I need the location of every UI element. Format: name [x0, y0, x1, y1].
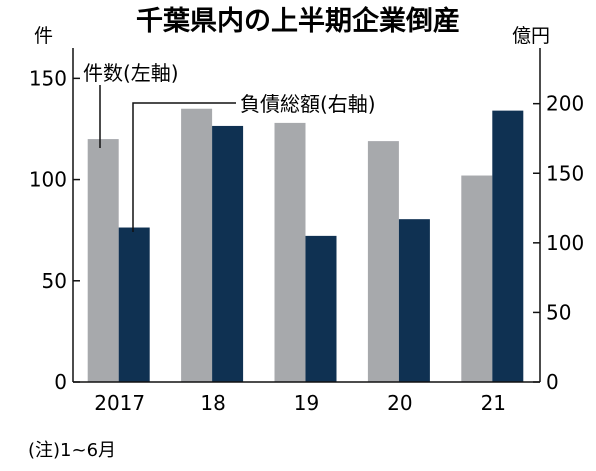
y-right-tick-label: 200	[546, 92, 584, 116]
footnote: (注)1~6月	[28, 440, 116, 461]
x-tick-label: 2017	[94, 391, 145, 415]
x-tick-label: 20	[387, 391, 412, 415]
legend-debt-label: 負債総額(右軸)	[240, 92, 376, 116]
bar-debt-19	[305, 235, 337, 382]
bar-debt-18	[212, 125, 244, 382]
y-right-tick-label: 150	[546, 161, 584, 185]
axes-group	[72, 48, 541, 383]
bar-debt-21	[492, 110, 524, 382]
bar-count-19	[274, 122, 306, 382]
y-left-tick-label: 100	[29, 168, 67, 192]
ticks-group: 2017 18 19 20 21 0 50 100 150 0 50 100 150 200	[29, 66, 584, 415]
legend-count-label: 件数(左軸)	[83, 61, 179, 85]
bar-debt-2017	[118, 227, 150, 382]
x-tick-label: 18	[200, 391, 225, 415]
y-left-tick-label: 150	[29, 66, 67, 90]
y-right-unit-label: 億円	[512, 25, 550, 47]
bar-count-21	[461, 175, 493, 382]
x-tick-label: 19	[294, 391, 319, 415]
y-left-unit-label: 件	[34, 25, 53, 47]
legend-debt-leader	[132, 102, 236, 232]
y-right-tick-label: 0	[546, 370, 559, 394]
x-tick-label: 21	[481, 391, 506, 415]
bars-group	[87, 108, 524, 383]
y-right-tick-label: 100	[546, 231, 584, 255]
y-right-tick-label: 50	[546, 300, 571, 324]
chart-title: 千葉県内の上半期企業倒産	[136, 5, 460, 37]
bar-count-2017	[87, 139, 119, 382]
bar-debt-20	[398, 219, 430, 382]
bar-count-18	[181, 108, 213, 383]
y-left-tick-label: 50	[42, 269, 67, 293]
y-left-tick-label: 0	[54, 370, 67, 394]
bar-count-20	[367, 141, 399, 382]
